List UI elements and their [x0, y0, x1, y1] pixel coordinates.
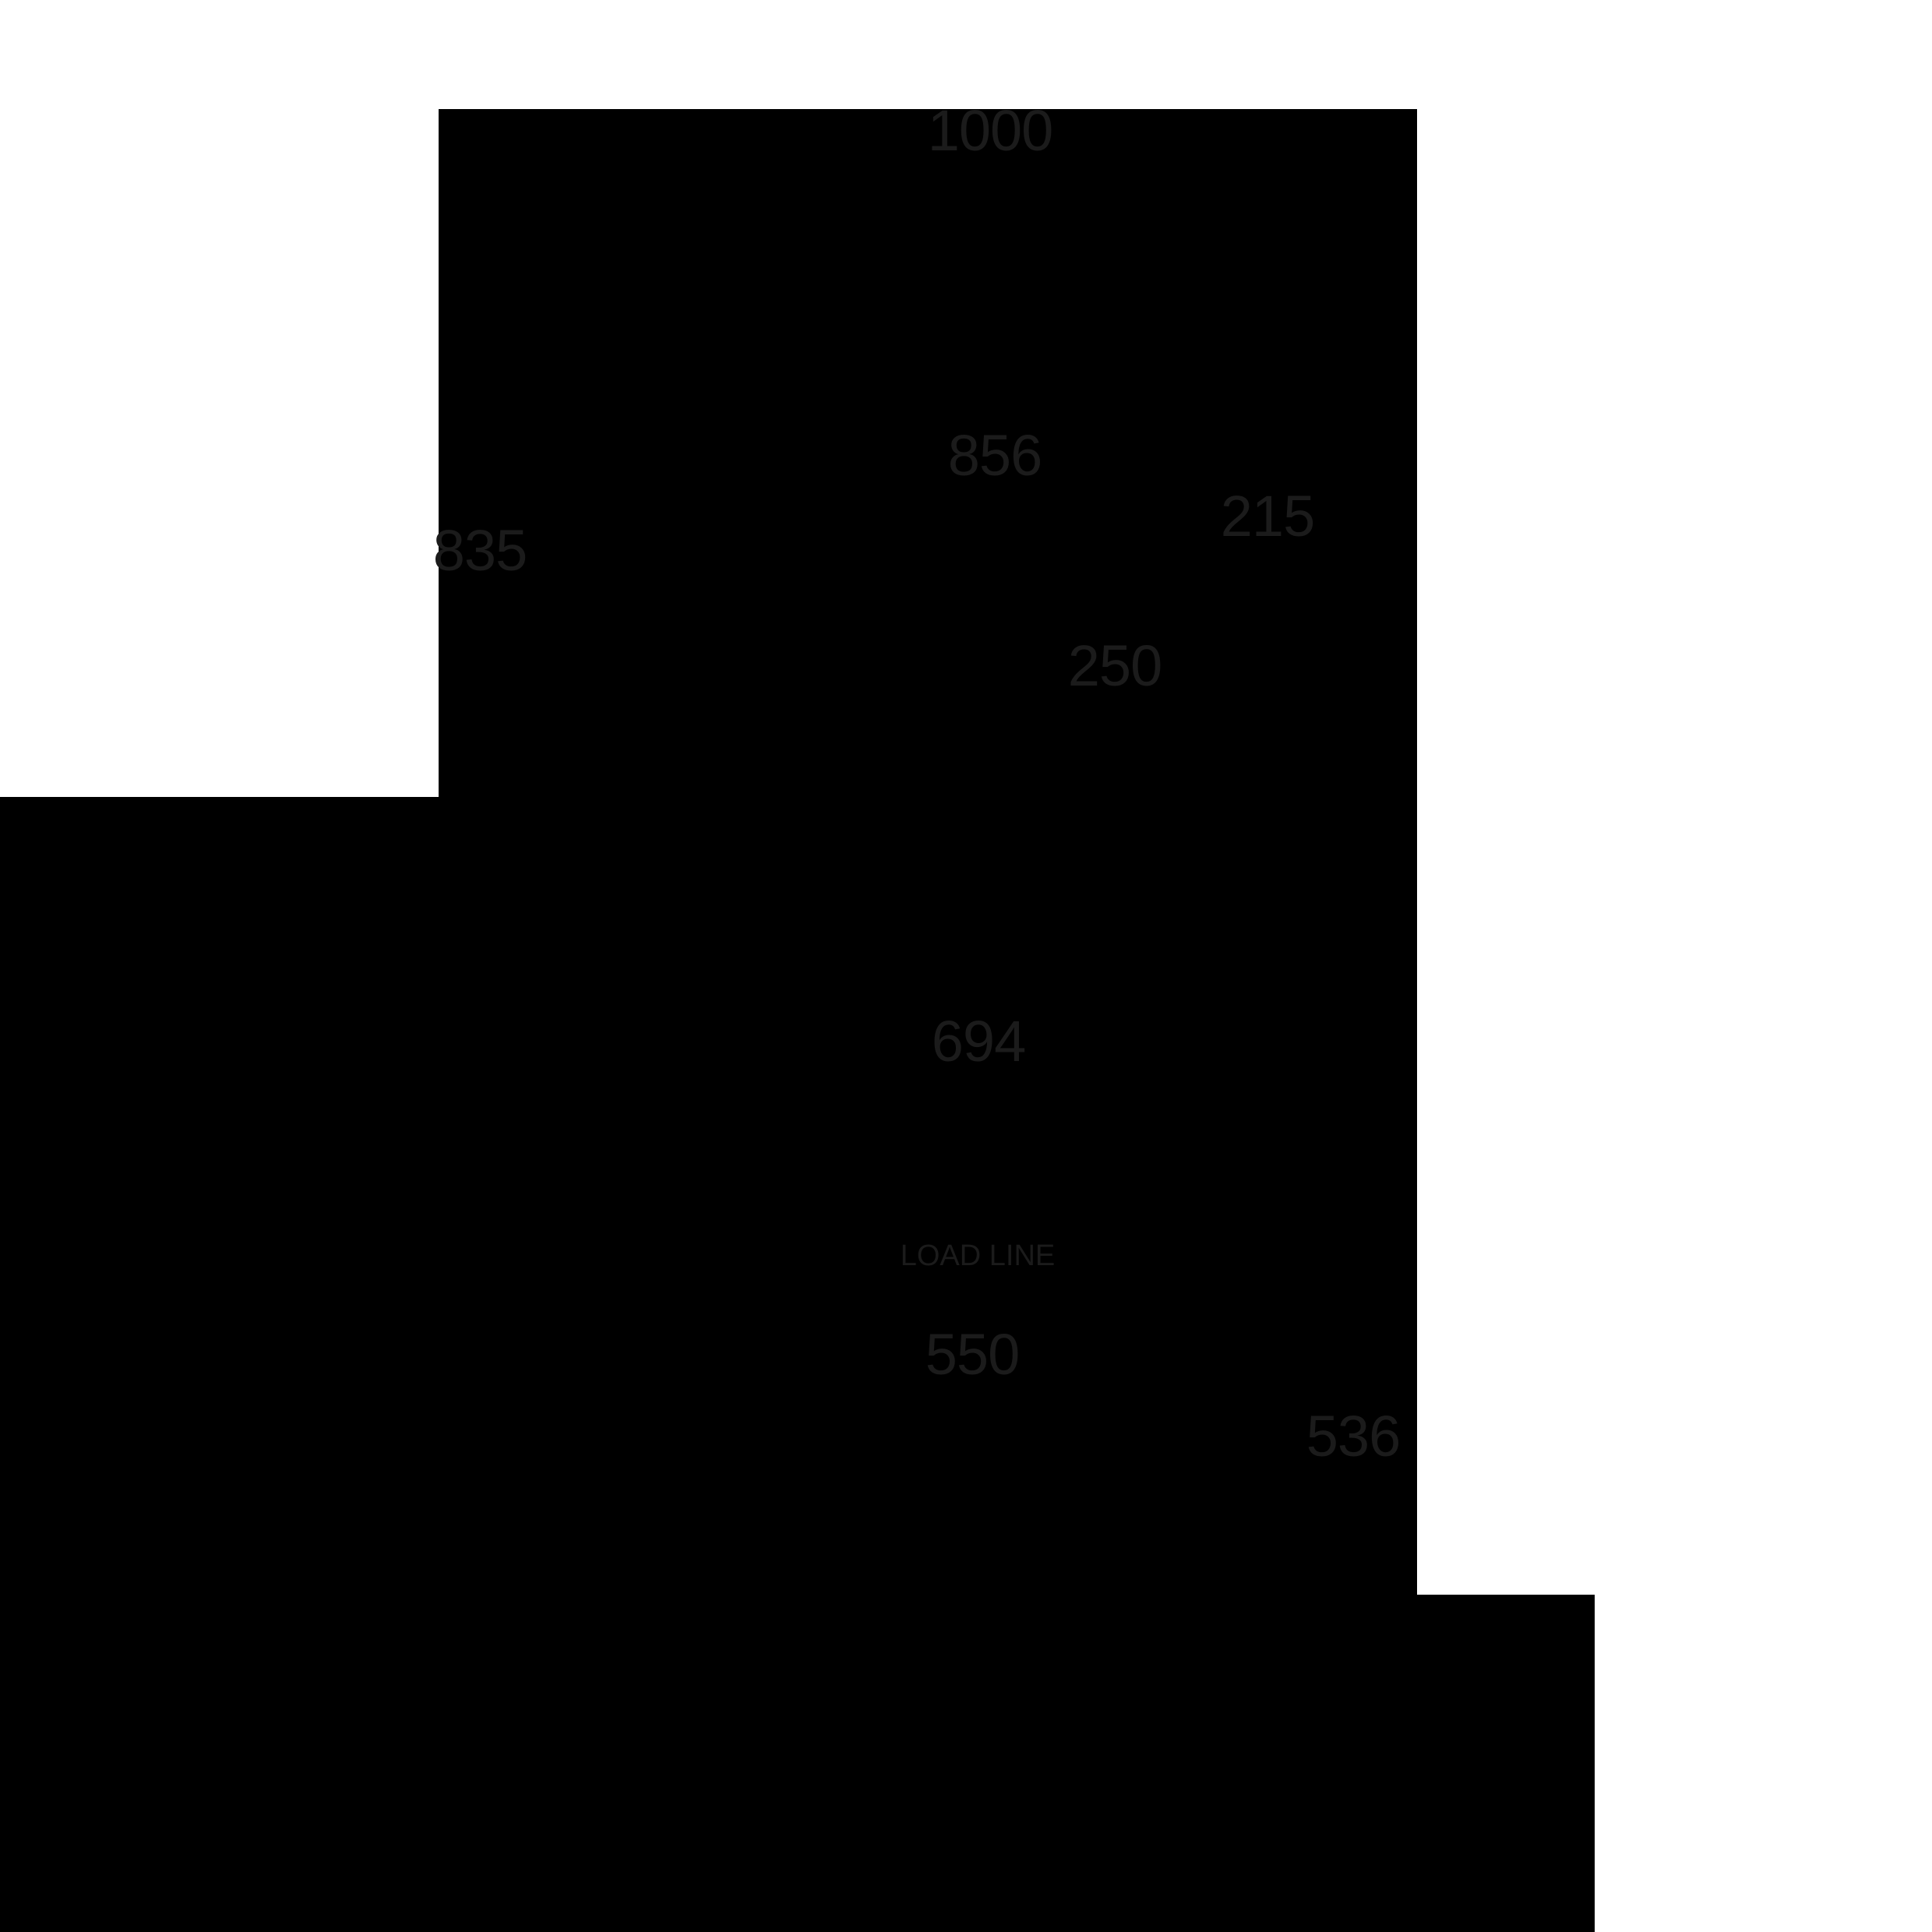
silhouette-left-base-block [0, 797, 439, 1932]
dimension-label-856: 856 [947, 423, 1042, 488]
dimension-label-835: 835 [432, 518, 527, 583]
dimension-label-1000: 1000 [927, 98, 1054, 163]
load-line-label: LOAD LINE [900, 1239, 1056, 1272]
dimension-label-250: 250 [1067, 633, 1162, 698]
dimension-label-694: 694 [931, 1009, 1026, 1074]
dimension-label-550: 550 [925, 1322, 1020, 1387]
dimension-label-536: 536 [1306, 1404, 1401, 1468]
dimension-label-215: 215 [1220, 484, 1315, 548]
silhouette-bottom-right-step [1417, 1595, 1595, 1932]
silhouette-main-body [439, 109, 1417, 1932]
